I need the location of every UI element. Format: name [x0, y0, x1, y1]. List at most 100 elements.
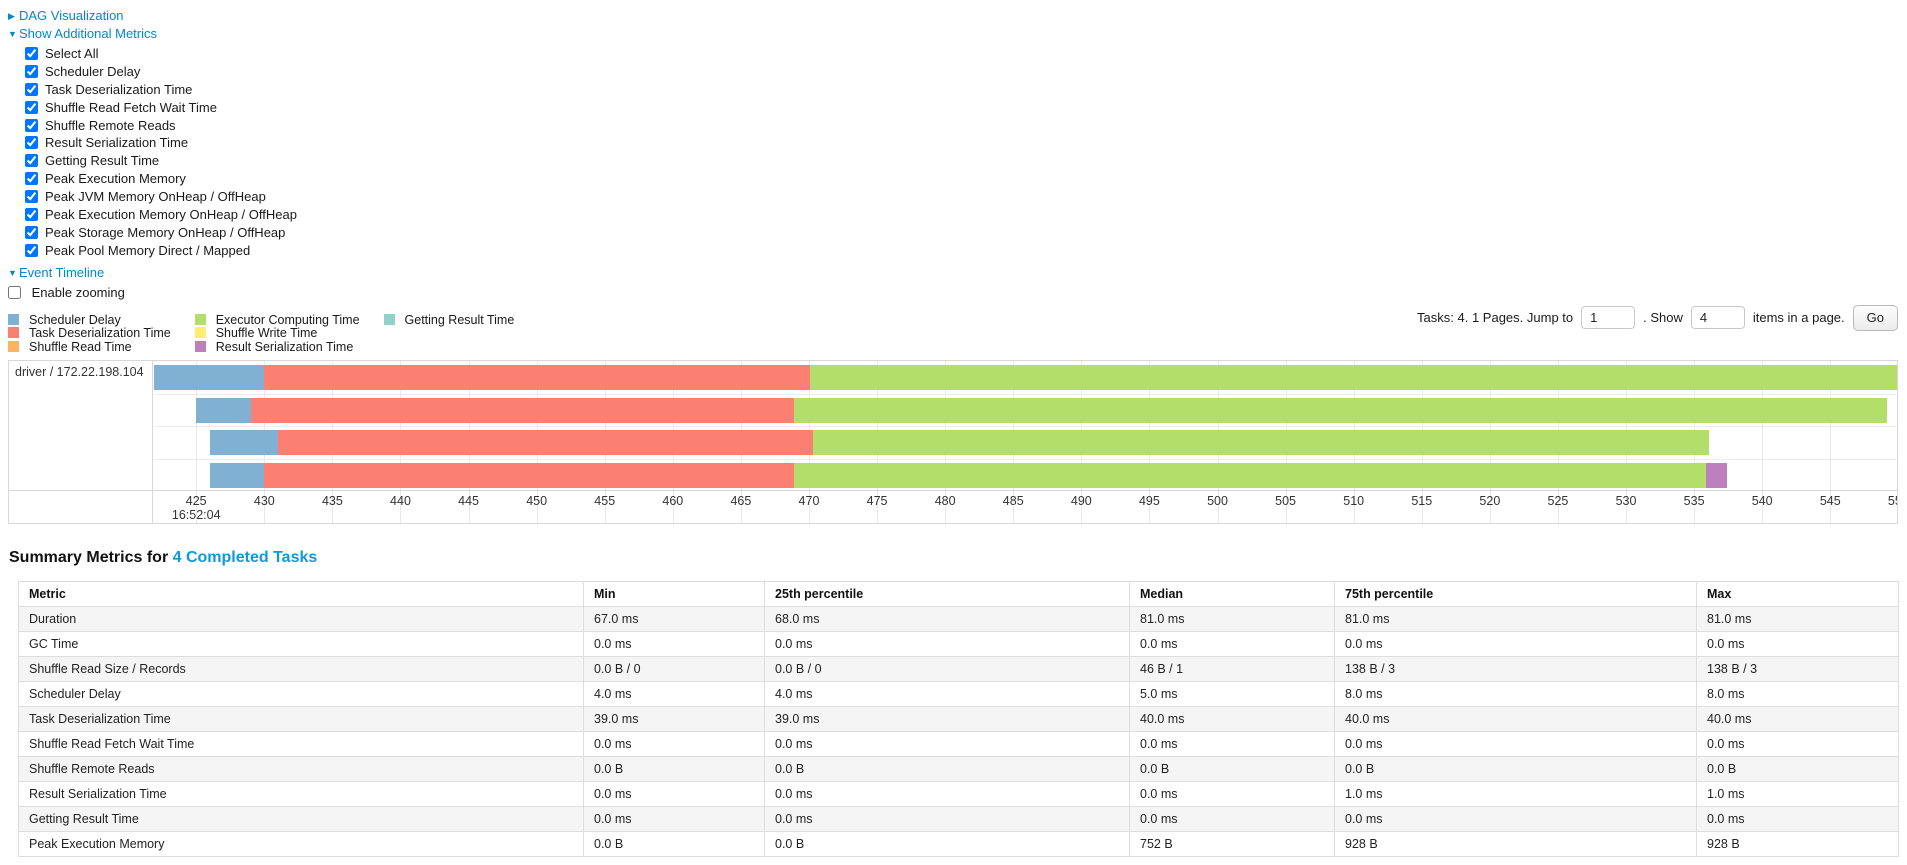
- metric-value-cell: 138 B / 3: [1334, 656, 1697, 683]
- pagination-summary-text: Tasks: 4. 1 Pages. Jump to: [1417, 310, 1574, 326]
- axis-gridline: [740, 491, 742, 524]
- legend-item: Executor Computing Time: [194, 312, 360, 328]
- legend-label: Shuffle Read Time: [29, 339, 132, 354]
- metric-checkbox-row: Peak Pool Memory Direct / Mapped: [25, 242, 1898, 260]
- timeline-axis-track: 425 16:52:04 430 435 440 445 450 455 460 465 470 47…: [154, 491, 1897, 524]
- legend-and-pagination-bar: Scheduler Delay Task Deserialization Time…: [8, 304, 1898, 355]
- summary-table-row: Scheduler Delay 4.0 ms 4.0 ms 5.0 ms 8.0 ms 8…: [18, 681, 1899, 708]
- axis-gridline: [1149, 491, 1151, 524]
- task-deserialization-bar[interactable]: [277, 430, 814, 456]
- metric-checkbox[interactable]: [25, 154, 38, 168]
- metric-checkbox-label: Shuffle Remote Reads: [45, 117, 176, 133]
- metric-name-cell: Getting Result Time: [18, 806, 584, 833]
- task-pagination: Tasks: 4. 1 Pages. Jump to . Show items …: [1417, 304, 1898, 331]
- executor-computing-bar[interactable]: [794, 462, 1707, 488]
- axis-gridline: [1489, 491, 1491, 524]
- legend-label: Executor Computing Time: [215, 312, 360, 327]
- summary-metrics-table: Metric Min 25th percentile Median 75th perce…: [18, 581, 1899, 858]
- metric-checkbox[interactable]: [25, 172, 38, 186]
- axis-gridline: [877, 491, 879, 524]
- legend-column: Scheduler Delay Task Deserialization Time…: [8, 313, 171, 355]
- event-timeline-toggle[interactable]: ▼ Event Timeline: [8, 265, 1898, 281]
- axis-tick-label: 550: [1887, 494, 1897, 509]
- metric-checkbox[interactable]: [25, 100, 38, 114]
- metric-checkbox[interactable]: [25, 190, 38, 204]
- metric-checkbox-list: Select All Scheduler Delay Task Deserializ…: [8, 45, 1898, 260]
- jump-to-page-input[interactable]: [1581, 306, 1636, 330]
- task-deserialization-bar[interactable]: [264, 365, 811, 391]
- metric-checkbox[interactable]: [25, 47, 38, 60]
- scheduler-delay-bar[interactable]: [196, 397, 251, 423]
- metric-value-cell: 81.0 ms: [1334, 606, 1697, 633]
- metric-checkbox[interactable]: [25, 82, 38, 96]
- show-additional-metrics-toggle[interactable]: ▼ Show Additional Metrics: [8, 26, 1898, 42]
- shuffle-read-time-swatch-icon: [8, 340, 19, 352]
- metric-value-cell: 0.0 B / 0: [583, 656, 765, 683]
- collapsed-arrow-icon: ▶: [8, 11, 15, 21]
- metric-value-cell: 0.0 ms: [1129, 631, 1335, 658]
- task-deserialization-bar[interactable]: [250, 397, 794, 423]
- metric-value-cell: 1.0 ms: [1334, 781, 1697, 808]
- axis-gridline: [1353, 491, 1355, 524]
- axis-tick-label: 485: [1002, 494, 1024, 509]
- items-per-page-input[interactable]: [1690, 306, 1745, 330]
- summary-column-header: Min: [583, 581, 765, 608]
- axis-tick-label: 520: [1479, 494, 1501, 509]
- task-deserialization-bar[interactable]: [264, 462, 794, 488]
- executor-computing-bar[interactable]: [810, 365, 1897, 391]
- axis-tick-label: 455: [594, 494, 616, 509]
- metric-value-cell: 81.0 ms: [1129, 606, 1335, 633]
- go-button[interactable]: Go: [1852, 304, 1898, 331]
- metric-value-cell: 5.0 ms: [1129, 681, 1335, 708]
- executor-row-label: driver / 172.22.198.104: [15, 365, 144, 380]
- axis-gridline: [536, 491, 538, 524]
- metric-checkbox[interactable]: [25, 64, 38, 78]
- axis-gridline: [1421, 491, 1423, 524]
- metric-checkbox[interactable]: [25, 208, 38, 222]
- executor-computing-bar[interactable]: [813, 430, 1710, 456]
- axis-tick-label: 500: [1207, 494, 1228, 509]
- metric-checkbox[interactable]: [25, 136, 38, 150]
- axis-gridline: [400, 491, 402, 524]
- expanded-arrow-icon: ▼: [8, 267, 17, 278]
- scheduler-delay-bar[interactable]: [209, 462, 265, 488]
- axis-tick-label: 545: [1819, 494, 1841, 509]
- summary-column-header: Metric: [18, 581, 584, 608]
- summary-metrics-heading: Summary Metrics for 4 Completed Tasks: [9, 549, 1898, 567]
- metric-name-cell: Duration: [18, 606, 584, 633]
- axis-gridline: [1694, 491, 1696, 524]
- metric-value-cell: 4.0 ms: [583, 681, 765, 708]
- dag-visualization-label: DAG Visualization: [19, 8, 124, 23]
- metric-value-cell: 0.0 ms: [764, 806, 1130, 833]
- axis-tick-label: 510: [1343, 494, 1365, 509]
- scheduler-delay-bar[interactable]: [154, 365, 265, 391]
- legend-label: Getting Result Time: [404, 312, 515, 327]
- axis-tick-label: 475: [866, 494, 888, 509]
- result-serialization-bar[interactable]: [1706, 462, 1727, 488]
- metric-name-cell: Peak Execution Memory: [18, 831, 584, 858]
- show-additional-metrics-label: Show Additional Metrics: [19, 26, 158, 41]
- summary-column-header: 75th percentile: [1334, 581, 1697, 608]
- metric-checkbox-label: Task Deserialization Time: [45, 81, 193, 97]
- metric-checkbox[interactable]: [25, 225, 38, 239]
- enable-zooming-checkbox[interactable]: [8, 285, 21, 299]
- executor-computing-bar[interactable]: [794, 397, 1888, 423]
- completed-tasks-link[interactable]: 4 Completed Tasks: [172, 549, 318, 567]
- metric-value-cell: 39.0 ms: [764, 706, 1130, 733]
- scheduler-delay-bar[interactable]: [209, 430, 278, 456]
- metric-value-cell: 928 B: [1334, 831, 1697, 858]
- metric-checkbox[interactable]: [25, 243, 38, 257]
- axis-tick-label: 470: [798, 494, 820, 509]
- summary-heading-text: Summary Metrics for: [9, 549, 169, 567]
- metric-value-cell: 0.0 ms: [1696, 731, 1899, 758]
- metric-value-cell: 0.0 B: [583, 756, 765, 783]
- dag-visualization-toggle[interactable]: ▶ DAG Visualization: [8, 8, 1898, 24]
- metric-value-cell: 0.0 ms: [1696, 631, 1899, 658]
- metric-value-cell: 928 B: [1696, 831, 1899, 858]
- metric-checkbox[interactable]: [25, 118, 38, 132]
- axis-gridline: [196, 491, 198, 524]
- axis-tick-label: 540: [1751, 494, 1773, 509]
- metric-checkbox-row: Scheduler Delay: [25, 63, 1898, 81]
- legend-item: Scheduler Delay: [8, 313, 171, 328]
- axis-tick-label: 505: [1275, 494, 1297, 509]
